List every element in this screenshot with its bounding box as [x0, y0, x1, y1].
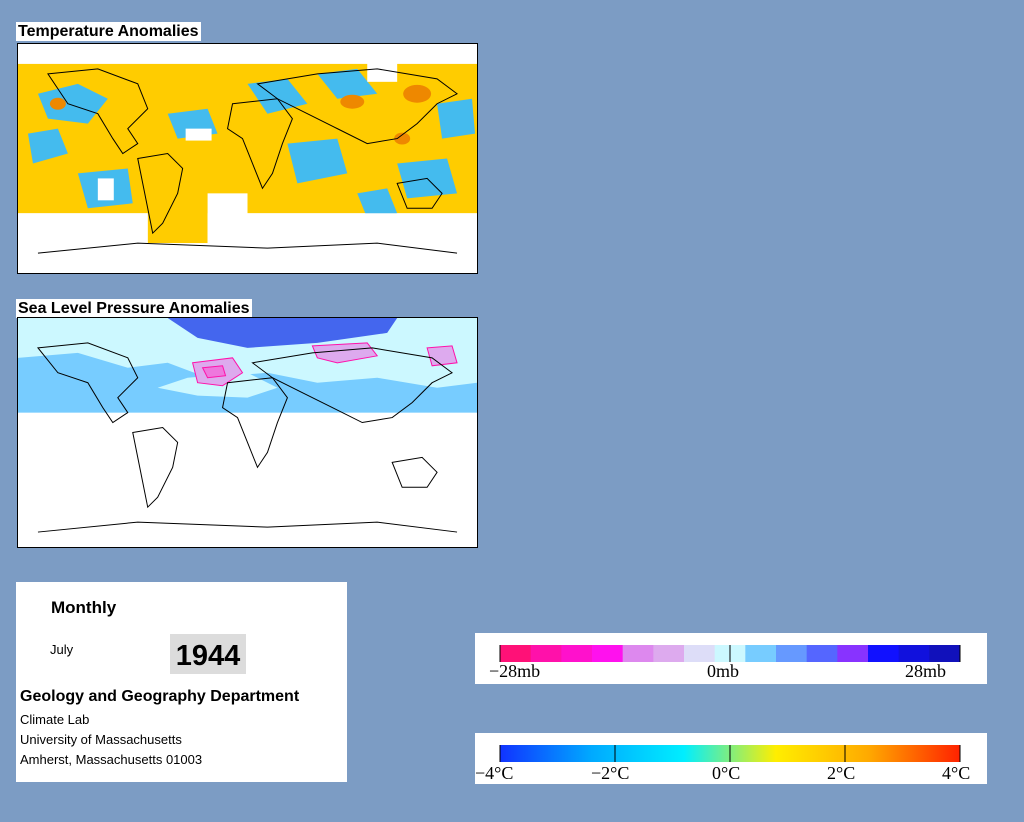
pressure-mid-label: 0mb: [707, 661, 739, 681]
pressure-swatch: [530, 645, 562, 662]
department-name: Geology and Geography Department: [20, 688, 300, 705]
pressure-swatch: [868, 645, 900, 662]
pressure-color-scale: [499, 645, 961, 662]
pressure-swatch: [592, 645, 624, 662]
pressure-min-label: −28mb: [489, 661, 540, 681]
temp-label-neg4: −4°C: [475, 763, 513, 783]
temperature-legend: −4°C −2°C 0°C 2°C 4°C: [475, 733, 987, 784]
pressure-title: Sea Level Pressure Anomalies: [16, 299, 252, 318]
info-box: Monthly July 1944 Geology and Geography …: [16, 582, 347, 782]
pressure-swatch: [684, 645, 716, 662]
address: Amherst, Massachusetts 01003: [20, 752, 203, 767]
pressure-swatch: [500, 645, 532, 662]
pressure-swatch: [806, 645, 838, 662]
pressure-anomaly-map: [17, 317, 478, 548]
temp-label-neg2: −2°C: [591, 763, 629, 783]
pressure-swatch: [561, 645, 593, 662]
pressure-swatch: [898, 645, 930, 662]
university-name: University of Massachusetts: [20, 732, 182, 747]
pressure-swatch: [837, 645, 869, 662]
pressure-swatch: [622, 645, 654, 662]
temp-label-4: 4°C: [942, 763, 970, 783]
pressure-legend: −28mb 0mb 28mb: [475, 633, 987, 684]
temperature-anomaly-map: [17, 43, 478, 274]
pressure-swatch: [653, 645, 685, 662]
temperature-title: Temperature Anomalies: [16, 22, 201, 41]
pressure-swatch: [745, 645, 777, 662]
pressure-swatch: [776, 645, 808, 662]
month-label: July: [50, 642, 74, 657]
frequency-label: Monthly: [51, 598, 117, 617]
temp-label-0: 0°C: [712, 763, 740, 783]
pressure-swatch: [929, 645, 961, 662]
pressure-max-label: 28mb: [905, 661, 946, 681]
lab-name: Climate Lab: [20, 712, 90, 727]
year-display: 1944: [170, 634, 246, 674]
temp-label-2: 2°C: [827, 763, 855, 783]
